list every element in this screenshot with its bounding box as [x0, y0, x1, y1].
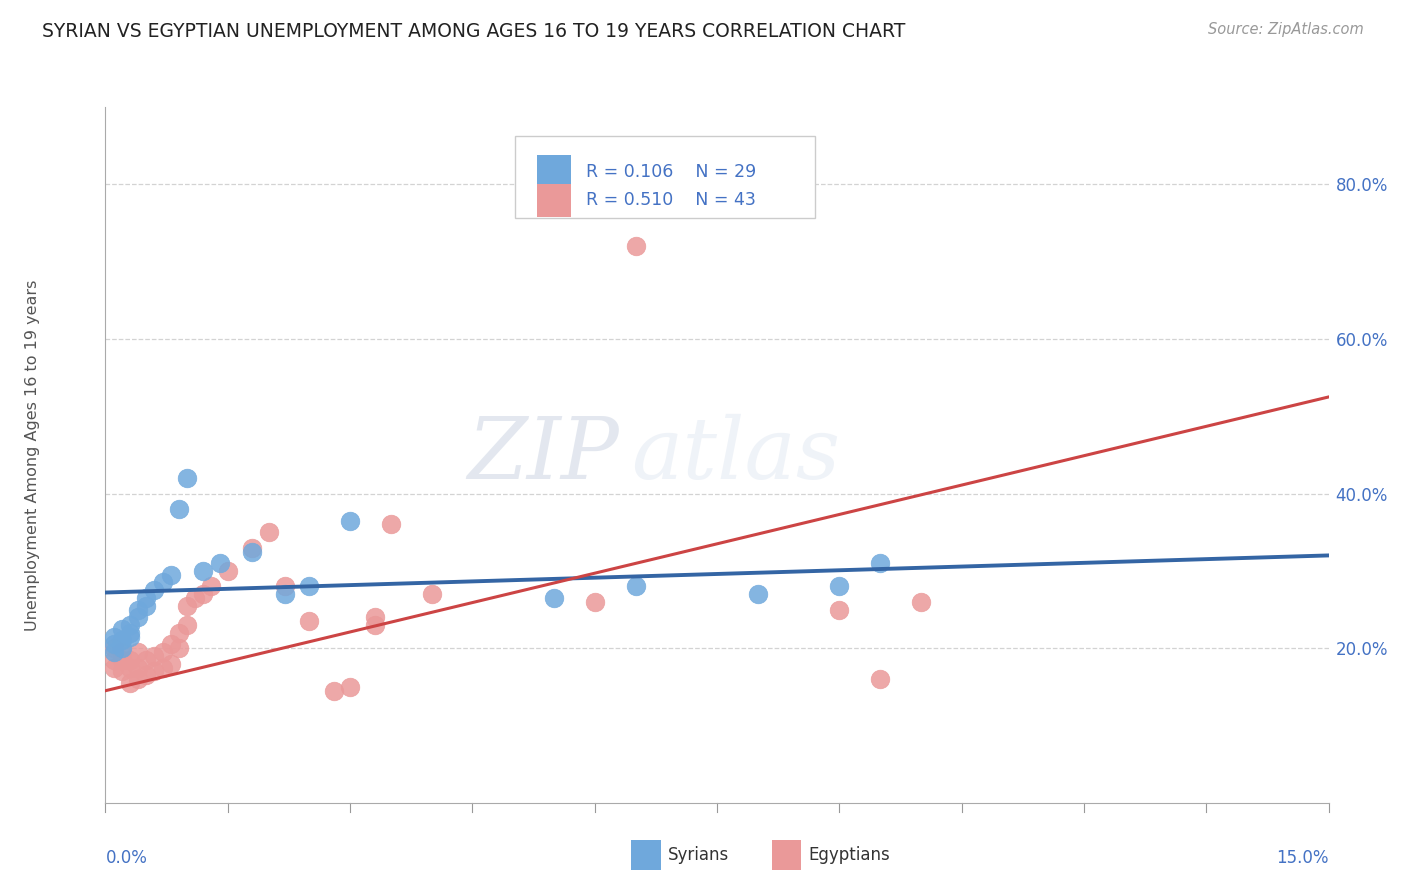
Bar — [537, 155, 571, 188]
Text: Egyptians: Egyptians — [808, 846, 890, 864]
Point — [176, 618, 198, 632]
Point — [583, 595, 606, 609]
Bar — [537, 184, 571, 217]
Point — [103, 645, 125, 659]
Point — [118, 660, 141, 674]
Point — [135, 599, 157, 613]
Point — [167, 625, 190, 640]
Point — [103, 660, 125, 674]
Point — [143, 583, 166, 598]
Text: SYRIAN VS EGYPTIAN UNEMPLOYMENT AMONG AGES 16 TO 19 YEARS CORRELATION CHART: SYRIAN VS EGYPTIAN UNEMPLOYMENT AMONG AG… — [42, 22, 905, 41]
Point — [200, 579, 222, 593]
Point — [111, 665, 134, 679]
Point — [274, 587, 297, 601]
Point — [363, 618, 385, 632]
Point — [118, 630, 141, 644]
Point — [111, 633, 134, 648]
Point — [240, 541, 263, 555]
Point — [339, 680, 361, 694]
Bar — [772, 840, 801, 870]
Point — [184, 591, 207, 605]
Point — [176, 471, 198, 485]
Point — [143, 648, 166, 663]
Point — [159, 657, 181, 671]
Point — [103, 641, 125, 656]
Point — [152, 575, 174, 590]
Point — [420, 587, 443, 601]
Point — [111, 622, 134, 636]
Point — [111, 653, 134, 667]
Text: Syrians: Syrians — [668, 846, 730, 864]
Point — [298, 614, 321, 628]
Text: Unemployment Among Ages 16 to 19 years: Unemployment Among Ages 16 to 19 years — [24, 279, 39, 631]
Point — [624, 579, 647, 593]
Point — [869, 672, 891, 686]
Bar — [515, 136, 815, 219]
Text: 0.0%: 0.0% — [105, 849, 148, 867]
Point — [111, 645, 134, 659]
Point — [159, 637, 181, 651]
Point — [910, 595, 932, 609]
Point — [747, 587, 769, 601]
Point — [103, 653, 125, 667]
Point — [274, 579, 297, 593]
Point — [828, 602, 851, 616]
Point — [240, 544, 263, 558]
Point — [193, 564, 215, 578]
Point — [167, 641, 190, 656]
Point — [127, 660, 149, 674]
Point — [176, 599, 198, 613]
Point — [257, 525, 280, 540]
Text: R = 0.106    N = 29: R = 0.106 N = 29 — [586, 162, 756, 180]
Text: R = 0.510    N = 43: R = 0.510 N = 43 — [586, 191, 756, 210]
Point — [127, 645, 149, 659]
Point — [127, 602, 149, 616]
Point — [103, 637, 125, 651]
Point — [298, 579, 321, 593]
Point — [111, 641, 134, 656]
Point — [135, 653, 157, 667]
Point — [152, 645, 174, 659]
Point — [363, 610, 385, 624]
Point — [869, 556, 891, 570]
Point — [152, 660, 174, 674]
Point — [127, 672, 149, 686]
Point — [380, 517, 402, 532]
Point — [828, 579, 851, 593]
Point — [217, 564, 239, 578]
Point — [135, 668, 157, 682]
Bar — [631, 840, 661, 870]
Point — [103, 630, 125, 644]
Point — [624, 239, 647, 253]
Point — [118, 653, 141, 667]
Point — [143, 665, 166, 679]
Text: Source: ZipAtlas.com: Source: ZipAtlas.com — [1208, 22, 1364, 37]
Point — [118, 625, 141, 640]
Text: ZIP: ZIP — [467, 414, 619, 496]
Point — [193, 587, 215, 601]
Point — [543, 591, 565, 605]
Point — [339, 514, 361, 528]
Point — [127, 610, 149, 624]
Point — [118, 676, 141, 690]
Point — [159, 567, 181, 582]
Text: atlas: atlas — [631, 414, 841, 496]
Point — [322, 683, 344, 698]
Point — [167, 502, 190, 516]
Point — [118, 618, 141, 632]
Point — [208, 556, 231, 570]
Text: 15.0%: 15.0% — [1277, 849, 1329, 867]
Point — [135, 591, 157, 605]
